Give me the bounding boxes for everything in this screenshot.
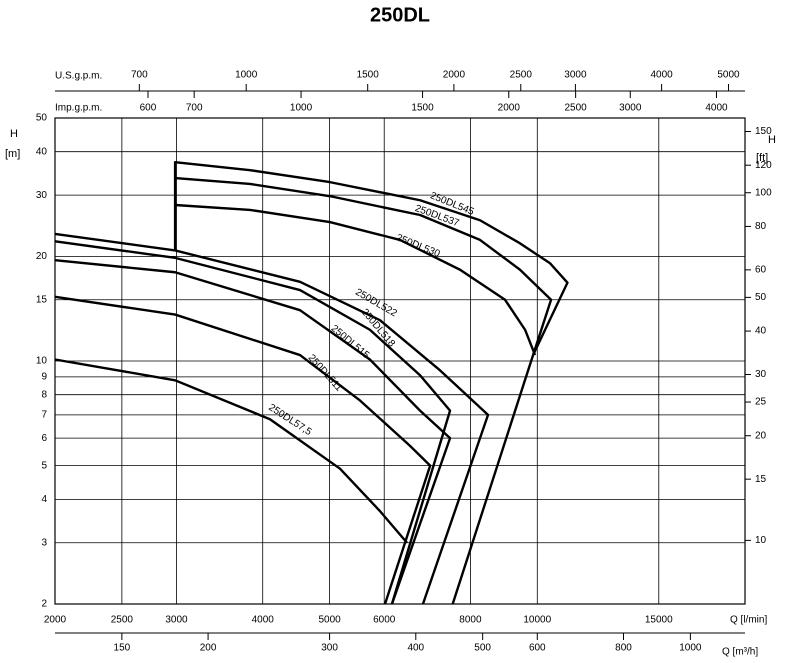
y-tick-label: 15	[36, 294, 48, 305]
y2-label: H	[768, 134, 776, 146]
x2-tick-label: 500	[474, 643, 491, 654]
us-gpm-label: U.S.g.p.m.	[55, 71, 102, 82]
y2-tick-label: 50	[755, 292, 767, 303]
curve	[54, 295, 432, 605]
x_imp-tick-label: 600	[140, 103, 157, 114]
y2-tick-label: 15	[755, 474, 767, 485]
y-tick-label: 6	[41, 433, 47, 444]
x_us-tick-label: 1500	[357, 70, 380, 81]
x-tick-label: 6000	[373, 615, 396, 626]
y-tick-label: 2	[41, 599, 47, 610]
y-unit: [m]	[5, 148, 20, 160]
y-tick-label: 10	[36, 356, 48, 367]
x2-tick-label: 600	[529, 643, 546, 654]
x_us-tick-label: 2000	[443, 70, 466, 81]
y-tick-label: 8	[41, 389, 47, 400]
y2-tick-label: 60	[755, 264, 767, 275]
x_us-tick-label: 5000	[717, 70, 740, 81]
y-tick-label: 50	[36, 113, 48, 124]
y-tick-label: 3	[41, 537, 47, 548]
imp-gpm-label: Imp.g.p.m.	[55, 103, 102, 114]
y2-unit: [ft]	[756, 152, 768, 164]
y-tick-label: 20	[36, 251, 48, 262]
x-tick-label: 4000	[252, 615, 275, 626]
y2-tick-label: 120	[755, 160, 772, 171]
x2-tick-label: 400	[407, 643, 424, 654]
y-tick-label: 30	[36, 190, 48, 201]
y2-tick-label: 10	[755, 535, 767, 546]
y-tick-label: 5	[41, 460, 47, 471]
x_us-tick-label: 3000	[564, 70, 587, 81]
x2-tick-label: 800	[615, 643, 632, 654]
curve	[175, 176, 553, 356]
x_imp-tick-label: 700	[186, 103, 203, 114]
curve-label: 250DL515	[329, 323, 372, 361]
curve	[54, 232, 490, 605]
curve-label: 250DL511	[306, 353, 345, 394]
y2-tick-label: 100	[755, 187, 772, 198]
x-tick-label: 5000	[318, 615, 341, 626]
x-tick-label: 2500	[111, 615, 134, 626]
x2-tick-label: 150	[114, 643, 131, 654]
y2-tick-label: 80	[755, 221, 767, 232]
x-tick-label: 10000	[523, 615, 551, 626]
x_imp-tick-label: 3000	[619, 103, 642, 114]
curve-label: 250DL530	[394, 232, 441, 260]
x_us-tick-label: 2500	[510, 70, 533, 81]
y-label: H	[10, 128, 18, 140]
x-tick-label: 2000	[44, 615, 67, 626]
x-tick-label: 3000	[165, 615, 188, 626]
x-label: Q [l/min]	[730, 615, 767, 626]
x_imp-tick-label: 4000	[705, 103, 728, 114]
y-tick-label: 40	[36, 146, 48, 157]
y-tick-label: 9	[41, 372, 47, 383]
x-tick-label: 8000	[459, 615, 482, 626]
x_us-tick-label: 700	[131, 70, 148, 81]
x_us-tick-label: 4000	[650, 70, 673, 81]
y2-tick-label: 30	[755, 369, 767, 380]
y-tick-label: 7	[41, 409, 47, 420]
x2-label: Q [m³/h]	[722, 647, 758, 658]
x_imp-tick-label: 2500	[565, 103, 588, 114]
x2-tick-label: 300	[321, 643, 338, 654]
y2-tick-label: 25	[755, 397, 767, 408]
curve	[175, 203, 537, 356]
x2-tick-label: 1000	[679, 643, 702, 654]
x_imp-tick-label: 2000	[498, 103, 521, 114]
curve	[54, 258, 452, 605]
curve	[54, 240, 452, 605]
x_imp-tick-label: 1500	[411, 103, 434, 114]
y2-tick-label: 150	[755, 126, 772, 137]
curve	[54, 358, 408, 544]
y2-tick-label: 20	[755, 430, 767, 441]
x-tick-label: 15000	[645, 615, 673, 626]
x_us-tick-label: 1000	[235, 70, 258, 81]
x2-tick-label: 200	[200, 643, 217, 654]
y-tick-label: 4	[41, 494, 47, 505]
y2-tick-label: 40	[755, 326, 767, 337]
chart-title: 250DL	[370, 4, 430, 26]
x_imp-tick-label: 1000	[290, 103, 313, 114]
curve	[173, 161, 569, 605]
